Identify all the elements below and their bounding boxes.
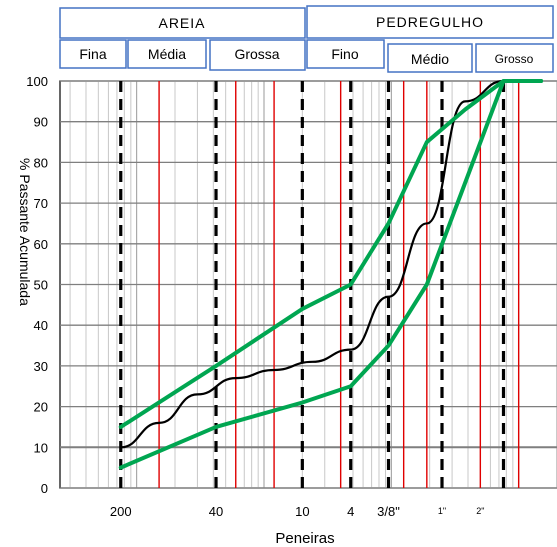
series-line-sample <box>119 79 505 449</box>
y-tick-label: 100 <box>26 74 48 89</box>
x-tick-label: 4 <box>347 504 354 519</box>
y-tick-label: 60 <box>34 237 48 252</box>
series-line-envelope <box>118 79 544 470</box>
header-sub-grosso-label: Grosso <box>495 52 534 66</box>
x-tick-label: 200 <box>110 504 132 519</box>
series-group <box>118 79 544 470</box>
y-tick-label: 40 <box>34 318 48 333</box>
header-sub-medio <box>387 43 473 73</box>
header-sub-fina <box>59 39 127 69</box>
y-tick-label: 10 <box>34 440 48 455</box>
x-tick-label: 2" <box>476 506 484 516</box>
header-sub-fino <box>306 39 385 69</box>
x-tick-label: 10 <box>295 504 309 519</box>
header-sub-grosso <box>475 43 554 73</box>
y-tick-label: 90 <box>34 115 48 130</box>
y-axis-title: % Passante Acumulada <box>17 158 33 306</box>
x-tick-label: 1" <box>438 506 446 516</box>
header-sub-media <box>127 39 207 69</box>
y-axis-ticks: 0 10 20 30 40 50 60 70 80 90 100 <box>26 74 48 496</box>
x-tick-label: 3/8" <box>377 504 400 519</box>
header-group-pedregulho <box>306 5 554 39</box>
classification-header: AREIA PEDREGULHO Fina Média Grossa Fino … <box>59 5 554 73</box>
horizontal-grid <box>60 80 557 489</box>
header-group-areia <box>59 7 306 39</box>
y-axis-title-text: % Passante Acumulada <box>17 158 33 306</box>
header-group-pedregulho-label: PEDREGULHO <box>376 14 484 30</box>
plot-area: 0 10 20 30 40 50 60 70 80 90 100 200 40 10 4 3/8" 1" 2" <box>26 74 557 519</box>
header-sub-fino-label: Fino <box>331 46 358 62</box>
y-tick-label: 80 <box>34 155 48 170</box>
y-tick-label: 50 <box>34 278 48 293</box>
x-axis-title: Peneiras <box>275 530 334 547</box>
y-tick-label: 30 <box>34 359 48 374</box>
header-sub-media-label: Média <box>148 46 186 62</box>
header-sub-grossa <box>209 39 306 71</box>
header-sub-fina-label: Fina <box>79 46 106 62</box>
series-line-envelope <box>118 79 544 429</box>
x-tick-label: 40 <box>209 504 223 519</box>
y-tick-label: 20 <box>34 400 48 415</box>
y-tick-label: 0 <box>41 481 48 496</box>
header-sub-grossa-label: Grossa <box>234 46 279 62</box>
y-tick-label: 70 <box>34 196 48 211</box>
header-sub-medio-label: Médio <box>411 51 449 67</box>
header-group-areia-label: AREIA <box>158 15 205 31</box>
x-axis-ticks: 200 40 10 4 3/8" 1" 2" <box>110 504 485 519</box>
